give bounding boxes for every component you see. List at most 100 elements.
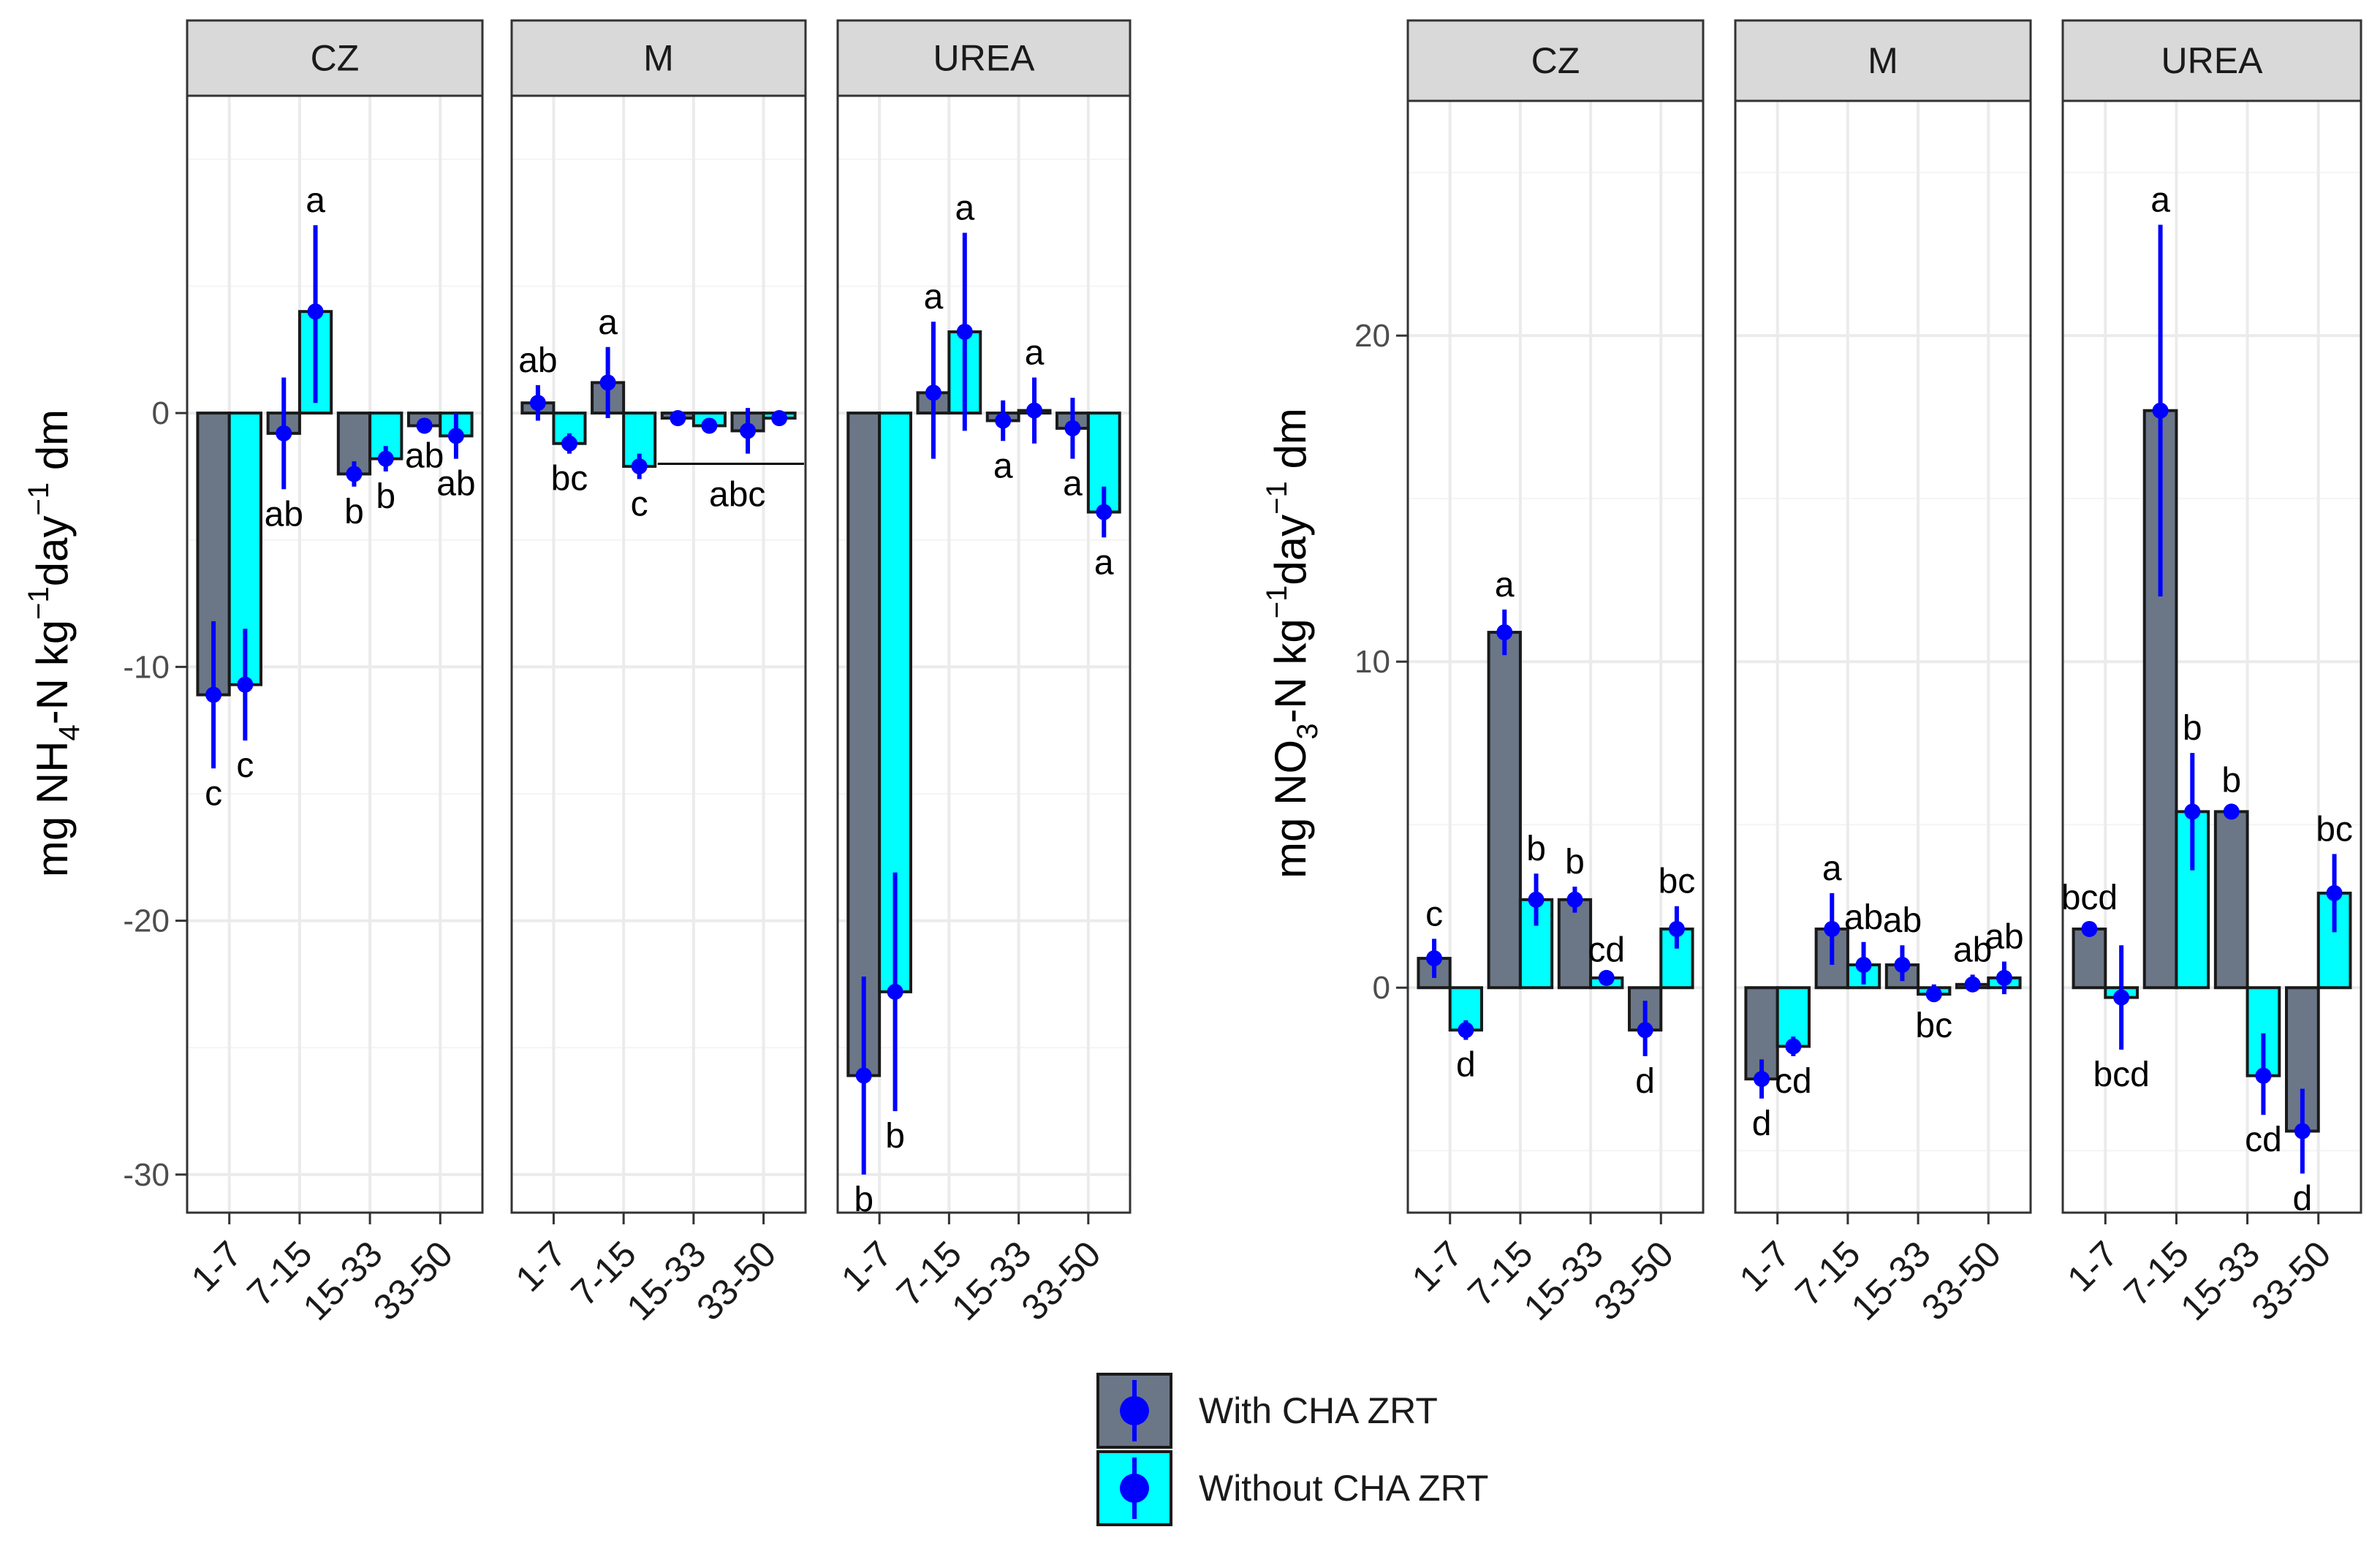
significance-label: a xyxy=(1025,333,1045,372)
with-15-33-point xyxy=(670,410,686,427)
without-33-50-point xyxy=(1096,504,1113,520)
significance-label: b xyxy=(1565,843,1585,882)
y-axis-label-part: day xyxy=(28,515,77,586)
panel-border xyxy=(2061,99,2362,1214)
significance-label: ab xyxy=(1844,898,1883,937)
significance-label: bc xyxy=(1915,1007,1952,1045)
significance-label: a xyxy=(598,303,618,342)
panel-strip xyxy=(1406,19,1705,102)
legend-label: Without CHA ZRT xyxy=(1199,1468,1488,1509)
bar-with-15-33 xyxy=(1557,898,1593,990)
significance-label: b xyxy=(376,477,395,516)
panel-strip xyxy=(2061,19,2362,102)
x-tick-label: 33-50 xyxy=(1914,1233,2009,1328)
without-33-50-point xyxy=(1668,920,1685,937)
without-15-33-point xyxy=(377,450,394,467)
significance-label: bc xyxy=(1659,863,1696,901)
significance-label: d xyxy=(1635,1062,1655,1101)
without-1-7-point xyxy=(237,676,254,693)
significance-label: d xyxy=(1752,1104,1772,1143)
with-1-7-point xyxy=(1426,950,1443,967)
x-tick-label: 15-33 xyxy=(295,1233,390,1328)
panel-border xyxy=(510,94,807,1214)
significance-label: ab xyxy=(405,436,444,475)
x-tick-label: 1-7 xyxy=(1404,1233,1471,1300)
legend-label: With CHA ZRT xyxy=(1199,1390,1438,1431)
significance-label: a xyxy=(924,278,944,317)
significance-label: ab xyxy=(1953,930,1992,969)
without-1-7-point xyxy=(561,435,577,452)
without-7-15-point xyxy=(2184,803,2201,820)
with-15-33-point xyxy=(346,466,363,482)
panel-strip-label: UREA xyxy=(2161,40,2264,81)
significance-label: c xyxy=(205,774,222,813)
y-axis-label-part: mg NH xyxy=(28,740,77,877)
significance-label: ab xyxy=(518,341,557,380)
without-15-33-point xyxy=(2255,1067,2272,1084)
significance-label: a xyxy=(993,447,1013,485)
significance-label: a xyxy=(1063,465,1083,504)
significance-label: bc xyxy=(551,460,588,499)
without-33-50-point xyxy=(2326,884,2343,901)
y-axis-label-part: −1 xyxy=(1261,481,1293,515)
significance-label: b xyxy=(1526,830,1546,868)
y-axis-label-part: day xyxy=(1266,515,1315,585)
y-tick-label: 10 xyxy=(1354,644,1390,680)
significance-label: a xyxy=(955,189,974,228)
x-tick-label: 1-7 xyxy=(833,1233,900,1300)
y-tick-label: 0 xyxy=(1373,970,1390,1006)
significance-label: c xyxy=(236,746,254,785)
significance-label: a xyxy=(306,181,325,220)
without-7-15-point xyxy=(1528,891,1545,908)
bar-with-15-33 xyxy=(2213,810,2249,990)
without-1-7-point xyxy=(2113,989,2130,1006)
legend-key-point xyxy=(1120,1396,1149,1425)
y-tick-label: 20 xyxy=(1354,318,1390,354)
y-tick-label: -30 xyxy=(123,1157,170,1193)
with-7-15-point xyxy=(276,425,292,441)
x-tick-label: 15-33 xyxy=(1516,1233,1611,1328)
panel-strip xyxy=(836,19,1132,97)
significance-label: c xyxy=(1425,895,1443,933)
panel-strip-label: UREA xyxy=(933,38,1036,79)
without-33-50-point xyxy=(771,410,788,427)
without-15-33-point xyxy=(701,417,718,434)
with-15-33-point xyxy=(2223,803,2240,820)
with-33-50-point xyxy=(416,417,433,434)
x-tick-label: 1-7 xyxy=(1732,1233,1798,1300)
panel-border xyxy=(836,94,1132,1214)
significance-label: a xyxy=(1495,566,1515,604)
significance-label: b xyxy=(885,1117,905,1156)
y-axis-label: mg NO3-N kg−1day−1 dm xyxy=(1261,408,1324,879)
significance-label: bc xyxy=(2316,810,2353,849)
bar-with-1-7 xyxy=(2072,927,2107,990)
x-tick-label: 15-33 xyxy=(619,1233,714,1328)
panel-border xyxy=(186,94,484,1214)
with-7-15-point xyxy=(599,374,616,391)
with-1-7-point xyxy=(205,686,222,703)
with-1-7-point xyxy=(2081,920,2098,937)
with-7-15-point xyxy=(925,384,941,401)
without-15-33-point xyxy=(1026,402,1043,419)
x-tick-label: 1-7 xyxy=(183,1233,250,1300)
y-axis-label-part: −1 xyxy=(1261,585,1293,619)
y-axis-label-part: 3 xyxy=(1292,724,1324,740)
bar-with-7-15 xyxy=(1487,631,1522,990)
significance-label: b xyxy=(2221,761,2241,800)
without-33-50-point xyxy=(1996,969,2012,986)
with-1-7-point xyxy=(529,395,546,412)
panel-strip-label: CZ xyxy=(311,38,360,79)
without-7-15-point xyxy=(307,303,324,320)
y-axis-label-part: -N kg xyxy=(28,620,77,724)
chart-no3: mg NO3-N kg−1day−1 dm01020CZcabddbcdbc1-… xyxy=(1261,19,2362,1328)
with-1-7-point xyxy=(1754,1071,1770,1088)
panel-strip-label: CZ xyxy=(1531,40,1580,81)
x-tick-label: 15-33 xyxy=(944,1233,1039,1328)
with-33-50-point xyxy=(740,422,757,439)
significance-label: d xyxy=(1456,1046,1476,1085)
